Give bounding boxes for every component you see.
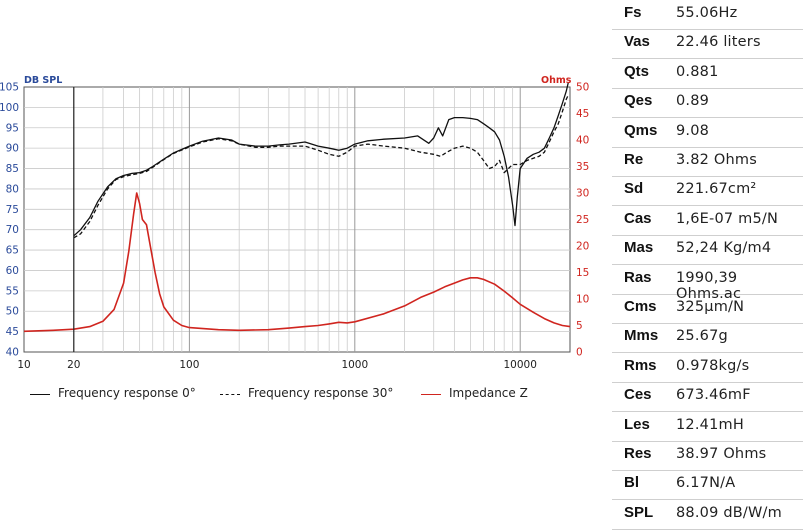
- parameter-value: 6.17N/A: [676, 475, 736, 492]
- x-axis-tick-label: 10: [17, 359, 30, 371]
- parameter-row: Mas 52,24 Kg/m4: [612, 235, 803, 266]
- left-axis-tick-label: 105: [0, 82, 19, 94]
- parameter-row: Qms 9.08: [612, 118, 803, 148]
- right-axis-tick-label: 25: [576, 214, 589, 226]
- legend-swatch-fr30: [220, 394, 240, 395]
- left-axis-tick-label: 50: [6, 306, 19, 318]
- parameter-name: Re: [624, 151, 644, 168]
- series-fr0: [73, 82, 569, 237]
- parameter-name: Les: [624, 415, 650, 433]
- right-axis-tick-label: 35: [576, 161, 589, 173]
- parameter-name: Ras: [624, 268, 652, 286]
- parameter-row: Res 38.97 Ohms: [612, 441, 803, 471]
- left-axis-tick-label: 65: [6, 245, 19, 257]
- parameter-row: Rms 0.978kg/s: [612, 353, 803, 383]
- legend-swatch-impedance: [421, 394, 441, 395]
- parameter-value: 88.09 dB/W/m: [676, 504, 782, 521]
- left-axis-tick-label: 85: [6, 163, 19, 175]
- right-axis-tick-label: 20: [576, 241, 589, 253]
- left-axis-tick-label: 100: [0, 102, 19, 114]
- parameter-name: Fs: [624, 4, 642, 21]
- right-axis-tick-label: 10: [576, 294, 589, 306]
- parameter-value: 0.89: [676, 93, 710, 110]
- right-axis-tick-label: 30: [576, 188, 589, 200]
- parameter-name: Mas: [624, 239, 654, 257]
- right-axis-tick-label: 50: [576, 82, 589, 94]
- parameter-row: Ces 673.46mF: [612, 382, 803, 413]
- legend-label-fr30: Frequency response 30°: [248, 386, 394, 400]
- left-axis-tick-label: 95: [6, 122, 19, 134]
- parameter-value: 25.67g: [676, 328, 728, 345]
- parameter-row: Sd 221.67cm²: [612, 176, 803, 207]
- parameter-row: SPL 88.09 dB/W/m: [612, 500, 803, 530]
- parameter-name: SPL: [624, 503, 654, 521]
- parameter-value: 55.06Hz: [676, 5, 738, 21]
- parameter-name: Cas: [624, 209, 652, 227]
- parameter-value: 0.881: [676, 63, 719, 80]
- x-axis-tick-label: 20: [67, 359, 80, 371]
- right-axis-title: Ohms: [541, 75, 572, 86]
- parameter-name: Bl: [624, 474, 639, 492]
- legend-label-impedance: Impedance Z: [449, 386, 528, 400]
- right-axis-tick-label: 5: [576, 320, 583, 332]
- left-axis-tick-label: 70: [6, 224, 19, 236]
- parameter-name: Rms: [624, 356, 657, 374]
- left-axis-tick-label: 40: [6, 347, 19, 359]
- parameter-name: Ces: [624, 386, 652, 404]
- parameter-value: 221.67cm²: [676, 181, 757, 198]
- parameter-name: Mms: [624, 327, 659, 345]
- parameter-row: Les 12.41mH: [612, 412, 803, 442]
- parameter-row: Qes 0.89: [612, 88, 803, 119]
- parameter-row: Vas 22.46 liters: [612, 29, 803, 60]
- parameter-row: Bl 6.17N/A: [612, 470, 803, 501]
- series-impedance: [23, 192, 571, 333]
- parameter-value: 38.97 Ohms: [676, 446, 767, 462]
- parameter-name: Qts: [624, 62, 650, 80]
- parameter-name: Cms: [624, 298, 657, 315]
- parameter-value: 3.82 Ohms: [676, 152, 757, 168]
- parameter-value: 1,6E-07 m5/N: [676, 210, 778, 227]
- parameter-value: 52,24 Kg/m4: [676, 240, 772, 257]
- parameter-name: Sd: [624, 180, 644, 198]
- frequency-response-chart: 4045505560657075808590951001050510152025…: [0, 82, 589, 372]
- left-axis-tick-label: 80: [6, 183, 19, 195]
- parameter-value: 9.08: [676, 122, 710, 139]
- parameter-value: 673.46mF: [676, 387, 751, 404]
- parameter-value: 1990,39 Ohms.ac: [676, 269, 742, 302]
- left-axis-tick-label: 75: [6, 204, 19, 216]
- parameter-row: Mms 25.67g: [612, 323, 803, 354]
- left-axis-tick-label: 55: [6, 285, 19, 297]
- parameter-name: Qms: [624, 121, 658, 139]
- left-axis-title: DB SPL: [24, 75, 63, 86]
- legend-swatch-fr0: [30, 394, 50, 395]
- parameter-value: 0.978kg/s: [676, 357, 750, 374]
- parameter-row: Fs 55.06Hz: [612, 0, 803, 30]
- right-axis-tick-label: 45: [576, 108, 589, 120]
- x-axis-tick-label: 100: [179, 359, 199, 371]
- legend-label-fr0: Frequency response 0°: [58, 386, 196, 400]
- right-axis-tick-label: 0: [576, 347, 583, 359]
- left-axis-tick-label: 60: [6, 265, 19, 277]
- x-axis-tick-label: 1000: [341, 359, 368, 371]
- parameter-name: Vas: [624, 33, 650, 51]
- parameter-row: Qts 0.881: [612, 59, 803, 89]
- parameter-row: Re 3.82 Ohms: [612, 147, 803, 177]
- parameter-row: Cas 1,6E-07 m5/N: [612, 206, 803, 236]
- right-axis-tick-label: 15: [576, 267, 589, 279]
- left-axis-tick-label: 45: [6, 326, 19, 338]
- left-axis-tick-label: 90: [6, 143, 19, 155]
- parameter-name: Res: [624, 445, 652, 462]
- x-axis-tick-label: 10000: [504, 359, 537, 371]
- parameter-row: Cms 325μm/N: [612, 294, 803, 324]
- parameter-value: 325μm/N: [676, 299, 745, 315]
- series-fr30: [73, 94, 569, 239]
- parameter-name: Qes: [624, 92, 653, 110]
- right-axis-tick-label: 40: [576, 135, 589, 147]
- parameter-row: Ras 1990,39 Ohms.ac: [612, 265, 803, 302]
- parameter-value: 22.46 liters: [676, 34, 761, 51]
- parameter-value: 12.41mH: [676, 416, 744, 433]
